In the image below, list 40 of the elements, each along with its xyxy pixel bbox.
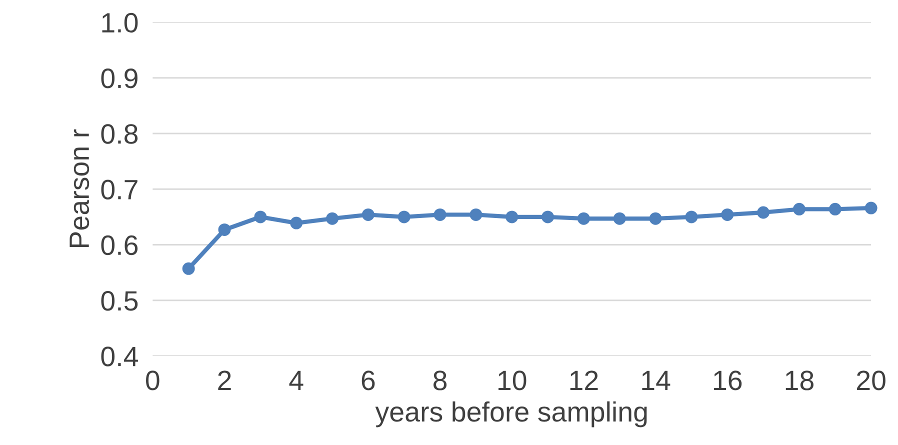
point [434, 208, 446, 221]
point [685, 210, 698, 224]
point [182, 262, 195, 275]
x-axis-title: years before sampling [375, 401, 647, 428]
y-axis-title: Pearson r [70, 129, 90, 248]
x-tick-label: 12 [570, 370, 598, 390]
point [290, 216, 303, 230]
x-tick-label: 4 [289, 370, 304, 390]
y-tick-label: 0.5 [101, 291, 138, 311]
y-tick-label: 0.6 [101, 235, 138, 256]
y-tick-label: 0.7 [101, 180, 138, 200]
point [326, 212, 339, 225]
y-tick-label: 0.9 [101, 68, 138, 88]
point [254, 210, 267, 224]
x-tick-label: 10 [498, 370, 526, 390]
y-tick-label: 0.4 [101, 346, 138, 366]
point [506, 210, 518, 224]
point [470, 208, 482, 221]
point [864, 202, 878, 214]
point [577, 212, 590, 225]
x-tick-label: 14 [642, 370, 670, 390]
point [828, 202, 842, 216]
point [613, 212, 626, 225]
x-tick-label: 8 [434, 370, 447, 390]
point [757, 206, 770, 219]
x-tick-label: 2 [218, 370, 231, 390]
x-tick-label: 16 [714, 370, 742, 390]
x-tick-label: 18 [786, 370, 814, 390]
y-tick-label: 1.0 [102, 12, 138, 33]
point [398, 210, 410, 224]
point [218, 223, 231, 236]
y-tick-label: 0.8 [101, 124, 138, 144]
point [362, 208, 374, 221]
point [792, 202, 806, 216]
x-tick-label: 6 [362, 370, 375, 390]
x-tick-label: 20 [857, 370, 886, 390]
x-tick-label: 0 [146, 370, 160, 390]
point [649, 212, 662, 225]
point [721, 208, 734, 221]
point [542, 210, 554, 224]
